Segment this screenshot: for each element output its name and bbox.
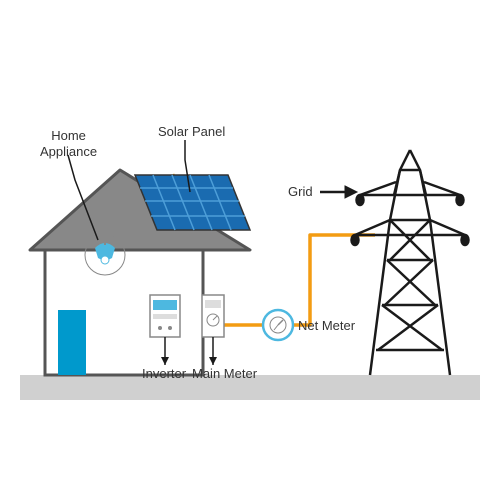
- main-meter-label: Main Meter: [192, 366, 257, 381]
- grid-arrow: [320, 186, 357, 198]
- inverter-icon: [150, 295, 180, 337]
- net-meter-icon: [263, 310, 293, 340]
- inverter-label: Inverter: [142, 366, 186, 381]
- net-meter-label: Net Meter: [298, 318, 355, 333]
- solar-system-diagram: Home Appliance Solar Panel Grid Inverter…: [20, 100, 480, 400]
- home-appliance-label: Home Appliance: [40, 128, 97, 159]
- solar-panel-label: Solar Panel: [158, 124, 225, 139]
- grid-label: Grid: [288, 184, 313, 199]
- main-meter-icon: [202, 295, 224, 337]
- grid-tower: [352, 150, 469, 375]
